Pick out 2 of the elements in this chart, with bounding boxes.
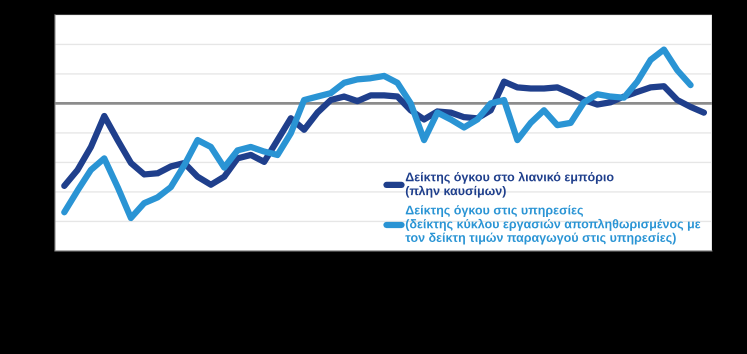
legend-label: Δείκτης όγκου στο λιανικό εμπόριο (πλην καυσίμων) [406, 172, 614, 198]
legend-label: Δείκτης όγκου στις υπηρεσίες (δείκτης κύκλου εργασιών αποπληθωρισμένος με τον δείκτη τιμών παραγωγού στις υπηρεσίες) [405, 205, 700, 244]
